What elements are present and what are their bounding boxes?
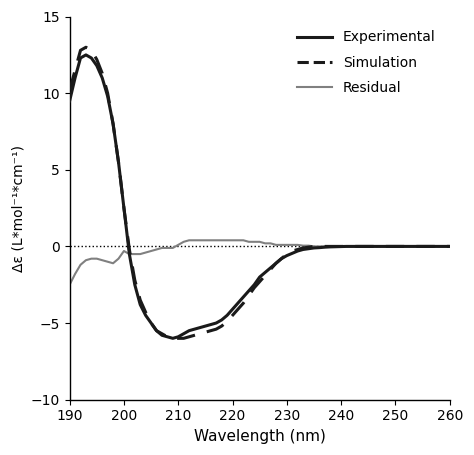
Simulation [447,244,453,249]
Residual [257,239,263,244]
Residual [67,282,73,288]
Residual [175,242,181,248]
Experimental [67,98,73,104]
X-axis label: Wavelength (nm): Wavelength (nm) [194,429,326,444]
Simulation [306,244,311,250]
Experimental [262,270,268,275]
Experimental [419,244,425,249]
Simulation [127,247,132,252]
Experimental [436,244,442,249]
Y-axis label: Δε (L*mol⁻¹*cm⁻¹): Δε (L*mol⁻¹*cm⁻¹) [11,145,25,272]
Line: Experimental: Experimental [70,55,450,339]
Simulation [83,45,89,50]
Simulation [170,336,176,341]
Experimental [447,244,453,249]
Experimental [83,52,89,58]
Simulation [419,244,425,249]
Legend: Experimental, Simulation, Residual: Experimental, Simulation, Residual [290,24,443,101]
Line: Residual: Residual [70,240,450,285]
Experimental [78,55,83,61]
Experimental [127,251,132,257]
Simulation [436,244,442,249]
Simulation [67,87,73,93]
Residual [430,244,436,249]
Residual [186,238,192,243]
Simulation [262,273,268,278]
Experimental [306,246,311,252]
Experimental [170,336,176,341]
Line: Simulation: Simulation [70,47,450,339]
Residual [78,262,83,268]
Residual [300,243,306,248]
Simulation [78,48,83,53]
Residual [447,244,453,249]
Residual [360,244,365,249]
